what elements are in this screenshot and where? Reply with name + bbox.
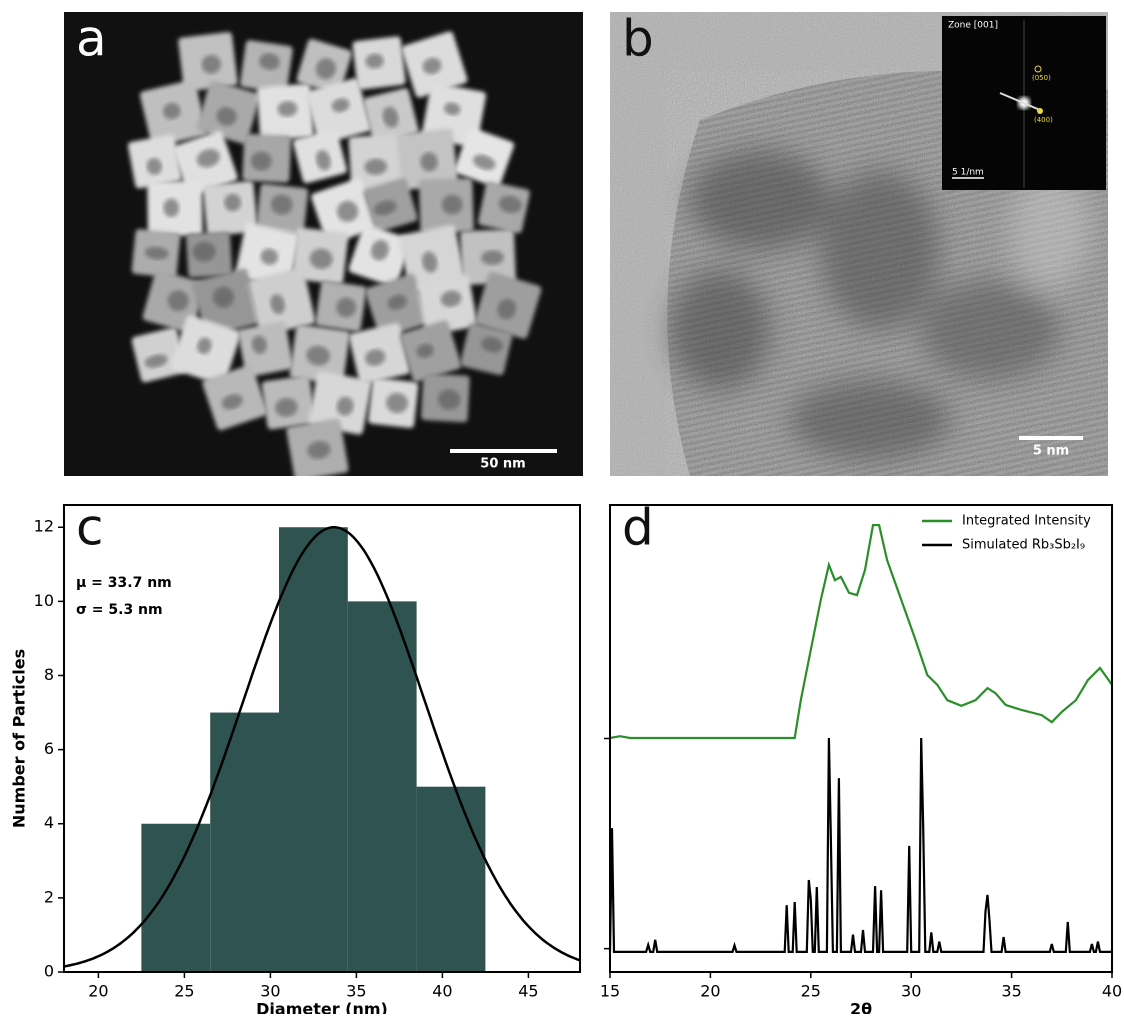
y-tick-label: 0	[44, 962, 54, 981]
nanocube	[261, 375, 316, 430]
nanocube	[368, 377, 419, 428]
y-axis-title: Number of Particles	[10, 649, 29, 828]
x-tick-label: 20	[88, 982, 108, 1001]
y-tick-label: 10	[34, 591, 54, 610]
nanocube	[421, 373, 470, 422]
nanocube	[477, 181, 530, 234]
nanocube	[127, 134, 182, 189]
panel-letter: d	[622, 499, 654, 557]
y-tick-label: 6	[44, 739, 54, 758]
histogram-bar	[348, 601, 417, 972]
x-tick-label: 40	[432, 982, 452, 1001]
x-tick-label: 25	[801, 982, 821, 1001]
nanocube	[186, 231, 233, 278]
x-axis-title: Diameter (nm)	[256, 1000, 388, 1015]
panel-letter: a	[76, 10, 107, 68]
nanocube	[352, 36, 406, 90]
scale-bar-label: 5 nm	[1033, 444, 1069, 459]
figure: 50 nm a Zone [001] 5 1/nm (050) (400) 5 …	[0, 0, 1124, 1014]
nanocube	[286, 418, 349, 481]
inset-scale-label: 5 1/nm	[952, 168, 984, 178]
nanocube	[147, 181, 202, 236]
nanocube	[242, 134, 291, 183]
nanocube	[419, 178, 474, 233]
histogram-bar	[210, 713, 279, 972]
series-line	[610, 738, 1112, 952]
panel-letter: b	[622, 10, 654, 68]
nanocube	[256, 83, 313, 140]
legend-label: Simulated Rb₃Sb₂I₉	[962, 538, 1085, 553]
haadf-image	[64, 12, 583, 481]
y-tick-label: 2	[44, 887, 54, 906]
inset-title: Zone [001]	[948, 21, 998, 31]
x-tick-label: 30	[260, 982, 280, 1001]
scale-bar-label: 50 nm	[480, 457, 525, 472]
x-tick-label: 20	[700, 982, 720, 1001]
annotation: μ = 33.7 nm	[76, 575, 172, 591]
nanocube	[131, 229, 180, 278]
y-tick-label: 12	[34, 517, 54, 536]
nanocube	[315, 280, 367, 332]
histogram-bar	[141, 824, 210, 972]
series-line	[610, 525, 1112, 738]
x-tick-label: 25	[174, 982, 194, 1001]
y-tick-label: 4	[44, 813, 54, 832]
x-tick-label: 30	[901, 982, 921, 1001]
panel-letter: c	[76, 499, 104, 557]
x-tick-label: 35	[346, 982, 366, 1001]
y-tick-label: 8	[44, 665, 54, 684]
spot-label: (050)	[1032, 74, 1051, 82]
legend-label: Integrated Intensity	[962, 514, 1091, 529]
x-tick-label: 35	[1001, 982, 1021, 1001]
annotation: σ = 5.3 nm	[76, 602, 163, 618]
histogram-bar	[417, 787, 486, 972]
x-tick-label: 15	[600, 982, 620, 1001]
x-tick-label: 45	[518, 982, 538, 1001]
x-tick-label: 40	[1102, 982, 1122, 1001]
x-axis-title: 2θ	[850, 1000, 872, 1015]
spot-label: (400)	[1034, 116, 1053, 124]
histogram-bar	[279, 527, 348, 972]
